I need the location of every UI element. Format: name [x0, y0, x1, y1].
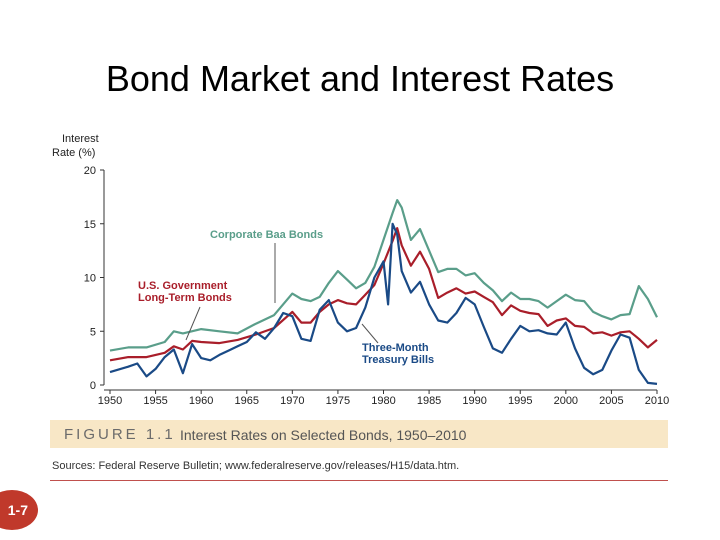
x-tick-label: 1955	[143, 395, 167, 407]
x-tick-label: 1965	[235, 395, 259, 407]
bottom-divider	[50, 480, 668, 481]
x-tick-label: 1960	[189, 395, 213, 407]
annotation-pointer	[361, 323, 379, 344]
y-axis-title-line-1: Interest	[62, 133, 99, 145]
annotation-label-corporate-baa-bonds: Corporate Baa Bonds	[210, 229, 323, 241]
annotation-pointer	[185, 306, 201, 341]
figure-sources: Sources: Federal Reserve Bulletin; www.f…	[52, 460, 460, 472]
annotation-label-three-month-treasury-bills: Three-Month	[362, 342, 429, 354]
x-tick-label: 1980	[371, 395, 395, 407]
annotation-label-three-month-treasury-bills: Treasury Bills	[362, 354, 434, 366]
figure-caption-band: FIGURE 1.1 Interest Rates on Selected Bo…	[50, 420, 668, 448]
x-tick-label: 2005	[599, 395, 623, 407]
annotation-label-u-s-government-long-term-bonds: Long-Term Bonds	[138, 292, 232, 304]
figure-number: FIGURE 1.1	[64, 426, 176, 443]
y-tick-label: 20	[84, 165, 96, 177]
x-tick-label: 1970	[280, 395, 304, 407]
y-tick-label: 5	[90, 326, 96, 338]
y-tick-label: 0	[90, 380, 96, 392]
slide-title: Bond Market and Interest Rates	[105, 58, 615, 99]
x-tick-label: 2000	[554, 395, 578, 407]
x-tick-label: 2010	[645, 395, 669, 407]
figure-caption: Interest Rates on Selected Bonds, 1950–2…	[180, 427, 467, 443]
series-line-u-s-government-long-term-bonds	[109, 227, 658, 362]
x-tick-label: 1985	[417, 395, 441, 407]
x-tick-label: 1995	[508, 395, 532, 407]
x-tick-label: 1990	[462, 395, 486, 407]
y-axis-title-line-2: Rate (%)	[52, 147, 95, 159]
y-tick-label: 15	[84, 219, 96, 231]
x-tick-label: 1950	[98, 395, 122, 407]
series-line-corporate-baa-bonds	[109, 199, 658, 352]
series-line-three-month-treasury-bills	[109, 222, 658, 385]
annotation-label-u-s-government-long-term-bonds: U.S. Government	[138, 280, 228, 292]
x-tick-label: 1975	[326, 395, 350, 407]
y-tick-label: 10	[84, 273, 96, 285]
